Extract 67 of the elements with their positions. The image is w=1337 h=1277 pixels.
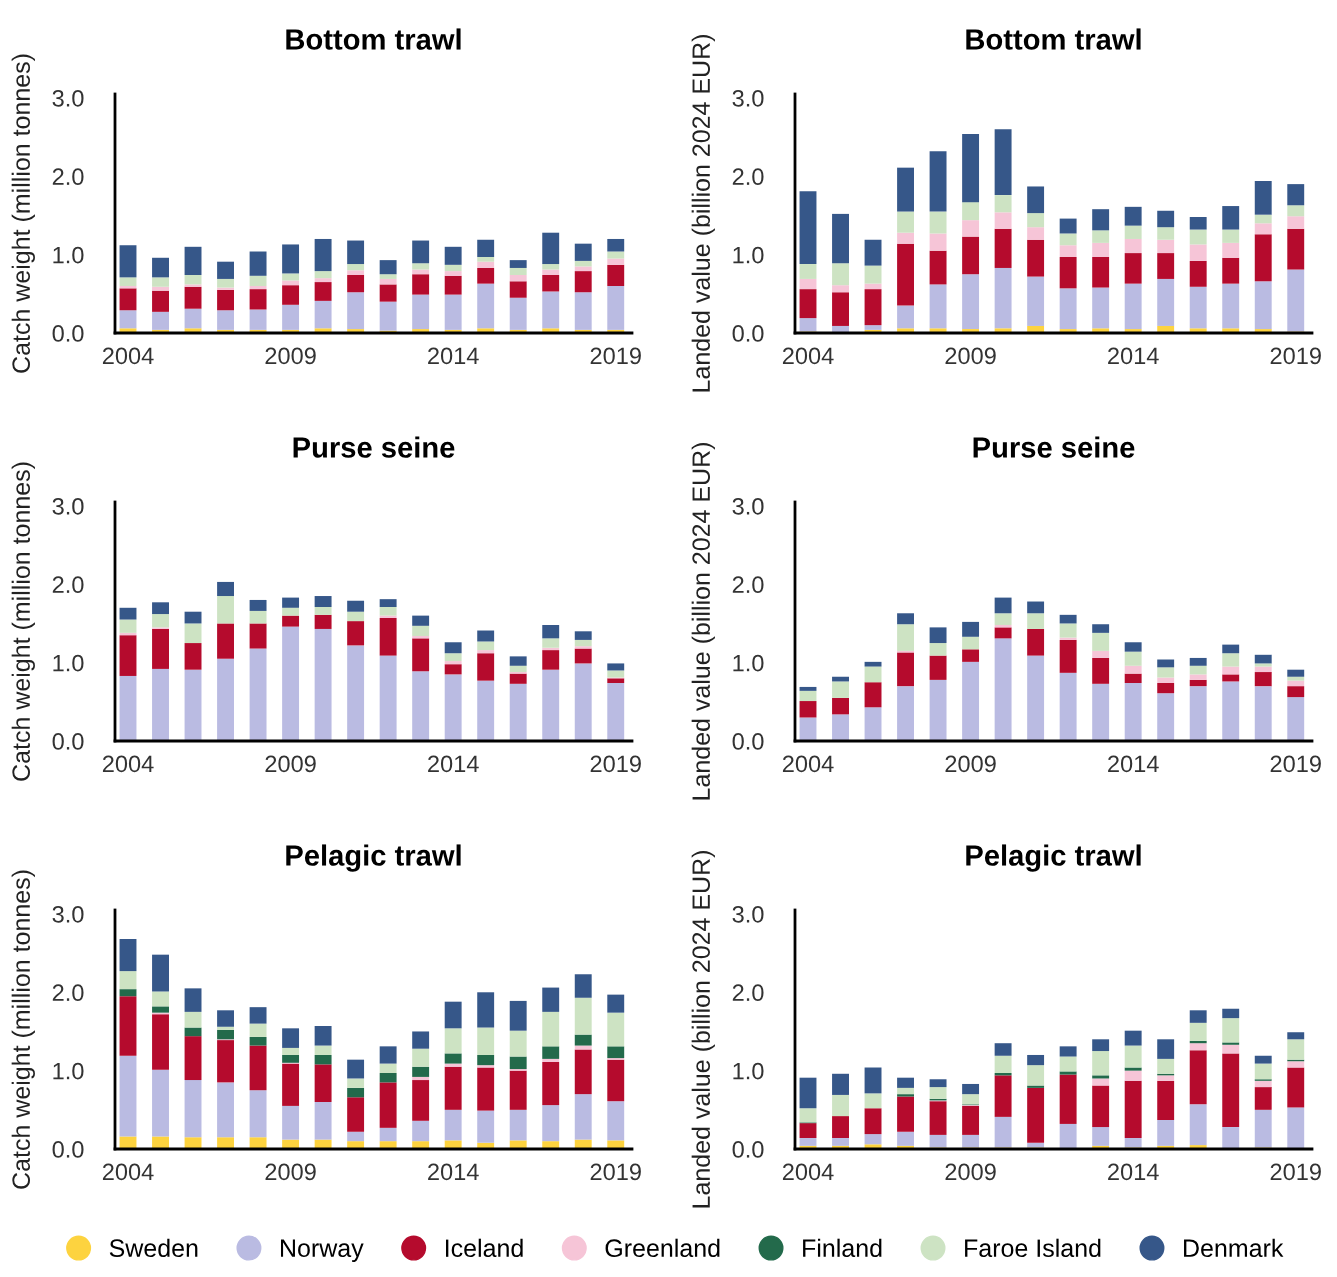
y-tick-label: 2.0 bbox=[732, 576, 764, 594]
y-tick-label: 1.0 bbox=[53, 654, 84, 672]
x-tick-label: 2004 bbox=[102, 755, 154, 773]
y-tick-label: 0.0 bbox=[732, 733, 764, 750]
y-tick-label: 2.0 bbox=[52, 984, 84, 1002]
y-tick-label: 2.0 bbox=[732, 984, 764, 1002]
x-tick-label: 2004 bbox=[782, 1163, 834, 1181]
y-tick-label: 2.0 bbox=[732, 168, 764, 186]
x-tick-label: 2019 bbox=[590, 755, 641, 773]
y-tick-label: 3.0 bbox=[732, 497, 764, 515]
y-tick-label: 2.0 bbox=[52, 168, 84, 186]
y-axis-title: Catch weight (million tonnes) bbox=[11, 462, 35, 781]
x-tick-label: 2009 bbox=[265, 755, 316, 773]
x-tick-label: 2004 bbox=[102, 347, 154, 365]
x-tick-label: 2014 bbox=[428, 755, 479, 773]
chart-title: Purse seine bbox=[293, 436, 455, 458]
x-tick-label: 2019 bbox=[1270, 347, 1321, 365]
legend-label: Iceland bbox=[446, 1238, 523, 1258]
y-tick-label: 1.0 bbox=[53, 1062, 84, 1080]
x-tick-label: 2004 bbox=[782, 347, 834, 365]
y-tick-label: 3.0 bbox=[52, 89, 84, 107]
y-axis-title: Catch weight (million tonnes) bbox=[11, 870, 35, 1189]
legend-label: Finland bbox=[803, 1238, 882, 1258]
x-tick-label: 2004 bbox=[782, 755, 834, 773]
x-tick-label: 2019 bbox=[590, 1163, 641, 1181]
x-tick-label: 2009 bbox=[945, 347, 996, 365]
x-tick-label: 2019 bbox=[1270, 1163, 1321, 1181]
y-tick-label: 1.0 bbox=[53, 246, 84, 264]
x-tick-label: 2009 bbox=[945, 1163, 996, 1181]
x-tick-label: 2014 bbox=[1108, 1163, 1159, 1181]
y-tick-label: 3.0 bbox=[52, 497, 84, 515]
y-tick-label: 0.0 bbox=[52, 325, 84, 342]
y-tick-label: 1.0 bbox=[733, 1062, 764, 1080]
y-tick-label: 0.0 bbox=[732, 325, 764, 342]
x-tick-label: 2019 bbox=[590, 347, 641, 365]
y-tick-label: 0.0 bbox=[732, 1141, 764, 1158]
y-tick-label: 1.0 bbox=[733, 654, 764, 672]
chart-title: Bottom trawl bbox=[966, 28, 1141, 50]
x-tick-label: 2014 bbox=[1108, 755, 1159, 773]
y-tick-label: 0.0 bbox=[52, 733, 84, 750]
chart-title: Purse seine bbox=[973, 436, 1135, 458]
y-tick-label: 0.0 bbox=[52, 1141, 84, 1158]
y-tick-label: 3.0 bbox=[732, 89, 764, 107]
x-tick-label: 2014 bbox=[1108, 347, 1159, 365]
y-axis-title: Landed value (billion 2024 EUR) bbox=[691, 851, 715, 1208]
legend-label: Denmark bbox=[1184, 1238, 1284, 1258]
x-tick-label: 2014 bbox=[428, 1163, 479, 1181]
y-tick-label: 3.0 bbox=[52, 905, 84, 923]
y-axis-title: Landed value (billion 2024 EUR) bbox=[691, 35, 715, 392]
y-axis-title: Catch weight (million tonnes) bbox=[11, 54, 35, 373]
legend-label: Greenland bbox=[605, 1238, 720, 1258]
x-tick-label: 2004 bbox=[102, 1163, 154, 1181]
x-tick-label: 2009 bbox=[265, 347, 316, 365]
x-tick-label: 2009 bbox=[945, 755, 996, 773]
legend-label: Sweden bbox=[109, 1238, 198, 1258]
chart-title: Pelagic trawl bbox=[966, 844, 1141, 872]
legend-label: Norway bbox=[281, 1239, 364, 1262]
x-tick-label: 2019 bbox=[1270, 755, 1321, 773]
x-tick-label: 2009 bbox=[265, 1163, 316, 1181]
y-tick-label: 3.0 bbox=[732, 905, 764, 923]
legend-label: Faroe Island bbox=[965, 1238, 1101, 1258]
y-axis-title: Landed value (billion 2024 EUR) bbox=[691, 443, 715, 800]
chart-title: Pelagic trawl bbox=[286, 844, 461, 872]
x-tick-label: 2014 bbox=[428, 347, 479, 365]
y-tick-label: 2.0 bbox=[52, 576, 84, 594]
chart-title: Bottom trawl bbox=[286, 28, 461, 50]
y-tick-label: 1.0 bbox=[733, 246, 764, 264]
